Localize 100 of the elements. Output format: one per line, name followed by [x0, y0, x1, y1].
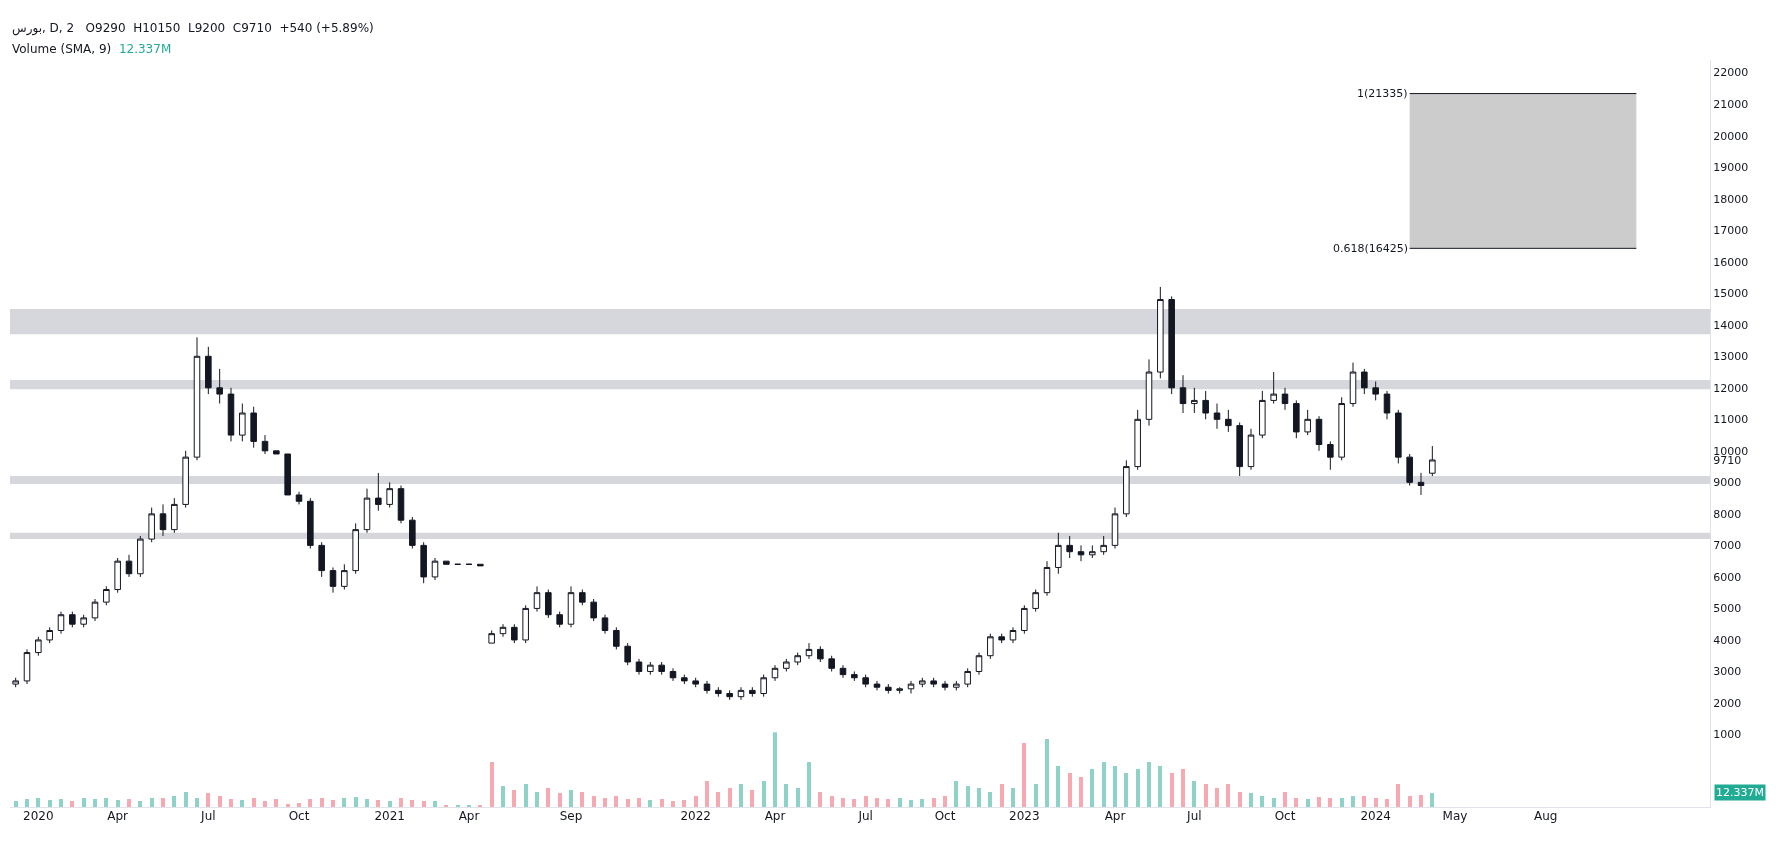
candlestick	[1077, 544, 1085, 562]
candlestick	[839, 664, 847, 679]
bar	[1260, 796, 1264, 807]
candlestick	[420, 541, 427, 584]
bar	[762, 781, 766, 807]
candlestick	[35, 636, 42, 657]
bar	[1328, 798, 1332, 807]
bar	[1283, 792, 1287, 807]
y-tick-label: 15000	[1713, 287, 1749, 301]
bar	[1034, 784, 1038, 807]
candlestick	[817, 645, 824, 663]
bar	[490, 762, 494, 807]
bar	[796, 788, 800, 807]
candlestick	[23, 648, 31, 685]
candlestick	[329, 566, 337, 594]
bar	[365, 799, 369, 807]
candlestick	[1089, 544, 1096, 559]
bar	[399, 798, 403, 807]
y-tick-label: 5000	[1713, 602, 1742, 616]
bar	[195, 798, 199, 807]
x-tick-label: Jul	[1186, 809, 1202, 823]
candlestick	[805, 642, 813, 660]
candlestick	[499, 623, 507, 638]
bar	[82, 798, 86, 807]
candlestick	[715, 686, 722, 698]
bar	[671, 801, 675, 807]
candlestick	[1270, 371, 1277, 405]
bar	[422, 801, 426, 807]
candlestick	[227, 387, 235, 442]
candlestick	[1032, 589, 1039, 613]
candlestick	[533, 585, 541, 613]
candlestick	[1429, 445, 1436, 477]
candlestick	[1383, 390, 1391, 420]
x-tick-label: Oct	[288, 809, 310, 823]
bar	[648, 800, 652, 807]
bar	[716, 792, 720, 807]
candlestick	[1111, 507, 1119, 550]
bar	[705, 781, 709, 807]
candlestick	[12, 677, 19, 688]
candlestick	[352, 522, 359, 575]
bar	[297, 803, 301, 807]
candlestick	[579, 589, 586, 606]
candlestick	[125, 554, 133, 578]
candlestick	[1191, 387, 1198, 414]
bar	[263, 801, 267, 807]
candlestick	[907, 680, 915, 695]
bar	[626, 799, 630, 807]
x-tick-label: 2023	[1009, 809, 1040, 823]
bar	[501, 786, 505, 807]
bar	[161, 798, 165, 807]
candlestick	[1338, 396, 1345, 461]
bar	[150, 798, 154, 807]
candlestick	[46, 626, 53, 644]
bar	[784, 784, 788, 807]
bar	[694, 796, 698, 807]
candlestick	[216, 368, 223, 405]
candlestick	[318, 541, 325, 578]
bar	[1000, 784, 1004, 807]
bar	[274, 799, 278, 807]
bar	[546, 788, 550, 807]
bar	[1022, 743, 1026, 807]
candlestick	[477, 563, 484, 567]
candlestick	[771, 664, 779, 682]
y-tick-label: 4000	[1713, 633, 1742, 647]
bar	[977, 788, 981, 807]
bar	[1385, 799, 1389, 807]
candlestick	[1123, 459, 1130, 518]
bar	[898, 798, 902, 807]
candlestick	[1157, 286, 1164, 379]
candlestick	[1417, 472, 1425, 496]
chart-title: بورس, D, 2 O9290 H10150 L9200 C9710 +540 (+5.89%)	[12, 21, 374, 36]
bar	[342, 798, 346, 807]
candlestick	[1134, 409, 1141, 471]
x-tick-label: 2021	[374, 809, 405, 823]
candlestick	[635, 658, 643, 676]
candlestick	[1213, 403, 1221, 430]
text: 12.337M	[118, 42, 172, 56]
x-tick-label: Jul	[200, 809, 216, 823]
y-tick-label: 17000	[1713, 224, 1749, 238]
x-tick-label: Aug	[1533, 809, 1558, 823]
candlestick	[975, 652, 983, 676]
x-tick-label: 2020	[23, 809, 54, 823]
bar	[524, 784, 528, 807]
bar	[252, 798, 256, 807]
candlestick	[1043, 560, 1051, 597]
candlestick	[488, 629, 495, 644]
bar	[830, 796, 834, 807]
bar	[1090, 769, 1094, 807]
bar	[1147, 762, 1151, 807]
y-tick-label: 9710	[1713, 453, 1742, 467]
bar	[36, 798, 40, 807]
candlestick	[1247, 428, 1255, 471]
candlestick	[953, 680, 960, 691]
bar	[410, 800, 414, 807]
candlestick	[919, 677, 926, 688]
bar	[614, 796, 618, 807]
candlestick	[182, 450, 189, 509]
bar	[1249, 793, 1253, 807]
bar	[773, 732, 777, 807]
bar	[172, 796, 176, 807]
